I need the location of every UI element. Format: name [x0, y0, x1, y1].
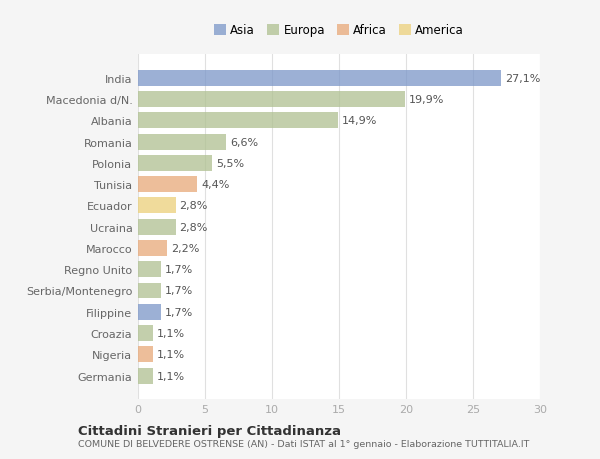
Text: 1,7%: 1,7% [165, 265, 193, 274]
Bar [138, 113, 338, 129]
Bar [138, 92, 404, 108]
Text: 4,4%: 4,4% [201, 180, 229, 190]
Bar [138, 283, 161, 299]
Text: 2,8%: 2,8% [179, 222, 208, 232]
Text: 2,2%: 2,2% [172, 243, 200, 253]
Bar [138, 241, 167, 257]
Text: COMUNE DI BELVEDERE OSTRENSE (AN) - Dati ISTAT al 1° gennaio - Elaborazione TUTT: COMUNE DI BELVEDERE OSTRENSE (AN) - Dati… [78, 439, 529, 448]
Bar [138, 347, 153, 363]
Text: 27,1%: 27,1% [505, 74, 541, 84]
Bar [138, 177, 197, 193]
Legend: Asia, Europa, Africa, America: Asia, Europa, Africa, America [209, 20, 469, 42]
Bar [138, 304, 161, 320]
Bar [138, 325, 153, 341]
Bar [138, 71, 501, 87]
Text: 1,1%: 1,1% [157, 349, 185, 359]
Text: 6,6%: 6,6% [230, 137, 259, 147]
Text: 14,9%: 14,9% [341, 116, 377, 126]
Text: Cittadini Stranieri per Cittadinanza: Cittadini Stranieri per Cittadinanza [78, 424, 341, 437]
Bar [138, 368, 153, 384]
Text: 5,5%: 5,5% [216, 158, 244, 168]
Bar [138, 134, 226, 150]
Text: 2,8%: 2,8% [179, 201, 208, 211]
Bar [138, 198, 176, 214]
Text: 1,7%: 1,7% [165, 307, 193, 317]
Text: 1,7%: 1,7% [165, 286, 193, 296]
Text: 19,9%: 19,9% [409, 95, 444, 105]
Text: 1,1%: 1,1% [157, 371, 185, 381]
Text: 1,1%: 1,1% [157, 328, 185, 338]
Bar [138, 262, 161, 278]
Bar [138, 219, 176, 235]
Bar [138, 156, 212, 172]
